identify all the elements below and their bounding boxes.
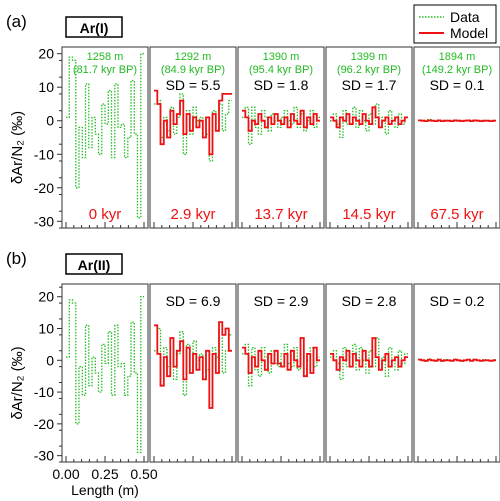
elapsed-time-label: 2.9 kyr: [170, 206, 215, 223]
x-tick-label: 0.50: [130, 466, 157, 482]
panel-title-box: [65, 253, 123, 275]
panel-letter: (b): [6, 249, 27, 268]
age-bp-label: (95.4 kyr BP): [249, 64, 313, 76]
elapsed-time-label: 14.5 kyr: [342, 206, 395, 223]
x-tick-label: 0.25: [91, 466, 118, 482]
data-series-line: [66, 53, 144, 219]
sd-label: SD = 0.1: [430, 77, 485, 93]
y-tick-label: 0: [46, 352, 54, 368]
panel-title: Ar(I): [80, 20, 109, 36]
elapsed-time-label: 0 kyr: [89, 206, 122, 223]
data-series-line: [242, 106, 320, 145]
subplot-frame: [413, 283, 500, 463]
y-tick-label: 10: [38, 321, 54, 337]
model-series-line: [418, 358, 496, 362]
model-series-line: [330, 106, 408, 129]
x-axis-label: Length (m): [71, 482, 139, 498]
panel-letter: (a): [6, 12, 27, 31]
age-bp-label: (84.9 kyr BP): [161, 64, 225, 76]
data-series-line: [330, 337, 408, 381]
age-bp-label: (96.2 kyr BP): [337, 64, 401, 76]
sd-label: SD = 2.9: [254, 293, 309, 309]
legend-box: [413, 4, 497, 44]
y-axis-label: δAr/N₂ (‰): [9, 346, 26, 419]
y-tick-label: 20: [38, 46, 54, 62]
sd-label: SD = 5.5: [166, 77, 221, 93]
depth-label: 1390 m: [263, 51, 300, 63]
sd-label: SD = 2.8: [342, 293, 397, 309]
y-tick-label: -20: [34, 180, 54, 196]
sd-label: SD = 1.8: [254, 77, 309, 93]
x-tick-label: 0.00: [52, 466, 79, 482]
depth-label: 1258 m: [87, 51, 124, 63]
elapsed-time-label: 13.7 kyr: [254, 206, 307, 223]
model-series-line: [418, 119, 496, 122]
y-tick-label: -30: [34, 213, 54, 229]
model-series-line: [242, 337, 320, 378]
y-tick-label: 0: [46, 113, 54, 129]
panel-title: Ar(II): [78, 257, 111, 273]
y-tick-label: 20: [38, 289, 54, 305]
depth-label: 1399 m: [351, 51, 388, 63]
panel-title-box: [65, 16, 123, 38]
subplot-frame: [61, 283, 149, 463]
y-tick-label: -30: [34, 448, 54, 464]
data-series-line: [66, 296, 144, 454]
model-series-line: [330, 337, 408, 371]
y-tick-label: -20: [34, 416, 54, 432]
sd-label: SD = 1.7: [342, 77, 397, 93]
y-tick-label: -10: [34, 146, 54, 162]
model-series-line: [242, 109, 320, 132]
depth-label: 1894 m: [439, 51, 476, 63]
age-bp-label: (149.2 kyr BP): [422, 64, 492, 76]
elapsed-time-label: 67.5 kyr: [430, 206, 483, 223]
legend-label: Data: [450, 9, 480, 25]
sd-label: SD = 0.2: [430, 293, 485, 309]
legend-label: Model: [450, 25, 488, 41]
y-tick-label: 10: [38, 79, 54, 95]
depth-label: 1292 m: [175, 51, 212, 63]
y-tick-label: -10: [34, 384, 54, 400]
model-series-line: [154, 321, 232, 409]
sd-label: SD = 6.9: [166, 293, 221, 309]
model-series-line: [154, 89, 232, 156]
age-bp-label: (81.7 kyr BP): [73, 64, 137, 76]
y-axis-label: δAr/N₂ (‰): [9, 111, 26, 184]
